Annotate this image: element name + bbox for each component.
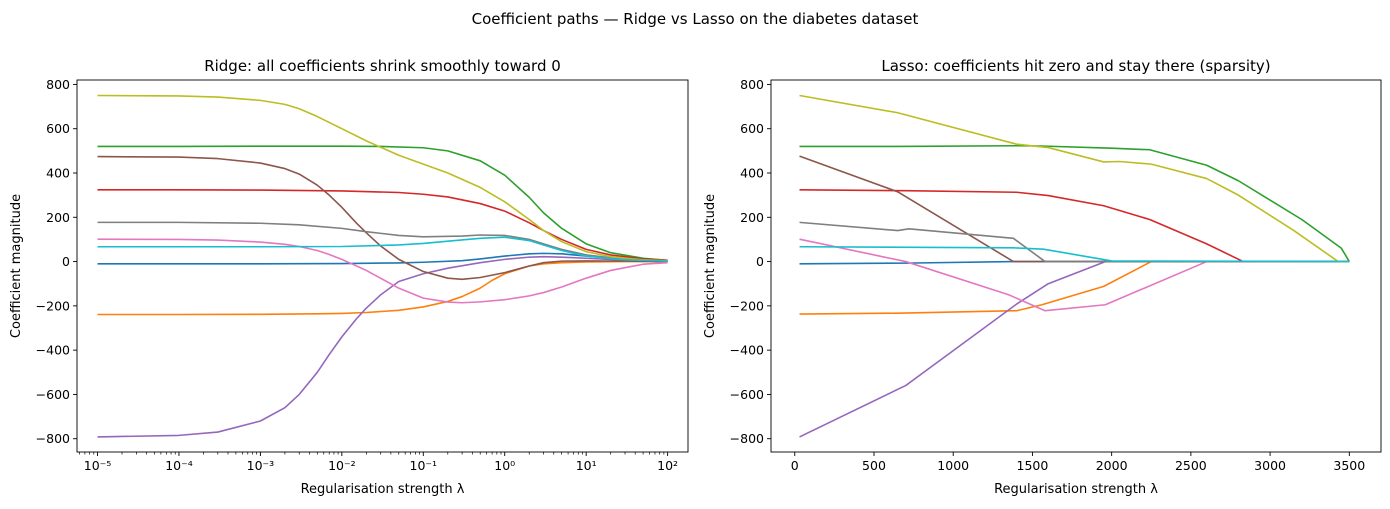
lasso-series-line-7 bbox=[799, 221, 1350, 263]
ridge-x-tick-label: 10⁰ bbox=[494, 458, 515, 473]
ridge-x-tick-label: 10⁻⁵ bbox=[84, 458, 112, 473]
ridge-y-tick-label: 400 bbox=[46, 166, 70, 181]
lasso-y-tick-label: 0 bbox=[756, 254, 764, 269]
ridge-y-tick-label: 0 bbox=[62, 254, 70, 269]
ridge-y-tick-label: −600 bbox=[36, 387, 70, 402]
lasso-x-tick-label: 500 bbox=[862, 458, 886, 473]
lasso-x-tick-label: 1000 bbox=[937, 458, 969, 473]
ridge-panel: Ridge: all coefficients shrink smoothly … bbox=[9, 57, 689, 497]
ridge-y-tick-label: 800 bbox=[46, 77, 70, 92]
lasso-series-line-3 bbox=[799, 189, 1350, 263]
lasso-y-tick-label: −600 bbox=[730, 387, 764, 402]
ridge-series-line-9 bbox=[97, 236, 668, 262]
ridge-y-tick-label: −400 bbox=[36, 343, 70, 358]
lasso-series-line-1 bbox=[799, 260, 1350, 315]
ridge-series-line-3 bbox=[97, 189, 668, 262]
lasso-y-tick-label: −400 bbox=[730, 343, 764, 358]
lasso-series-line-2 bbox=[799, 144, 1350, 262]
lasso-panel: Lasso: coefficients hit zero and stay th… bbox=[703, 57, 1382, 497]
lasso-y-tick-label: 200 bbox=[740, 210, 764, 225]
ridge-series-line-1 bbox=[97, 260, 668, 316]
lasso-series-line-6 bbox=[799, 238, 1350, 312]
ridge-series-line-6 bbox=[97, 238, 668, 304]
lasso-x-tick-label: 2000 bbox=[1096, 458, 1128, 473]
ridge-y-axis-label: Coefficient magnitude bbox=[9, 194, 24, 338]
ridge-x-tick-label: 10² bbox=[657, 458, 678, 473]
lasso-y-tick-label: −200 bbox=[730, 298, 764, 313]
ridge-y-tick-label: 600 bbox=[46, 121, 70, 136]
lasso-series-line-9 bbox=[799, 245, 1350, 263]
ridge-x-axis-label: Regularisation strength λ bbox=[301, 482, 465, 497]
lasso-y-tick-label: 400 bbox=[740, 166, 764, 181]
ridge-y-tick-label: 200 bbox=[46, 210, 70, 225]
lasso-y-tick-label: 800 bbox=[740, 77, 764, 92]
ridge-y-tick-label: −200 bbox=[36, 298, 70, 313]
lasso-axes-frame bbox=[770, 79, 1382, 453]
lasso-series-line-5 bbox=[799, 155, 1350, 263]
ridge-series-line-5 bbox=[97, 155, 668, 281]
ridge-series-line-8 bbox=[97, 94, 668, 262]
lasso-series-line-4 bbox=[799, 260, 1350, 438]
ridge-x-tick-label: 10⁻¹ bbox=[410, 458, 438, 473]
ridge-series-line-4 bbox=[97, 255, 668, 438]
ridge-x-tick-label: 10¹ bbox=[576, 458, 597, 473]
ridge-y-tick-label: −800 bbox=[36, 431, 70, 446]
ridge-x-tick-label: 10⁻⁴ bbox=[165, 458, 193, 473]
ridge-series-line-2 bbox=[97, 145, 668, 262]
lasso-y-tick-label: −800 bbox=[730, 431, 764, 446]
lasso-y-axis-label: Coefficient magnitude bbox=[703, 194, 718, 338]
lasso-x-tick-label: 3500 bbox=[1333, 458, 1365, 473]
lasso-title: Lasso: coefficients hit zero and stay th… bbox=[881, 57, 1270, 75]
lasso-x-tick-label: 0 bbox=[791, 458, 799, 473]
lasso-x-axis-label: Regularisation strength λ bbox=[994, 482, 1158, 497]
ridge-series-line-7 bbox=[97, 221, 668, 262]
figure-suptitle: Coefficient paths — Ridge vs Lasso on th… bbox=[472, 10, 919, 28]
lasso-x-tick-label: 2500 bbox=[1175, 458, 1207, 473]
lasso-series-line-8 bbox=[799, 94, 1350, 263]
lasso-x-tick-label: 1500 bbox=[1017, 458, 1049, 473]
ridge-series-line-0 bbox=[97, 252, 668, 265]
ridge-x-tick-label: 10⁻³ bbox=[247, 458, 275, 473]
lasso-y-tick-label: 600 bbox=[740, 121, 764, 136]
lasso-x-tick-label: 3000 bbox=[1254, 458, 1286, 473]
ridge-axes-frame bbox=[76, 79, 689, 453]
ridge-x-tick-label: 10⁻² bbox=[328, 458, 356, 473]
ridge-title: Ridge: all coefficients shrink smoothly … bbox=[204, 57, 561, 75]
